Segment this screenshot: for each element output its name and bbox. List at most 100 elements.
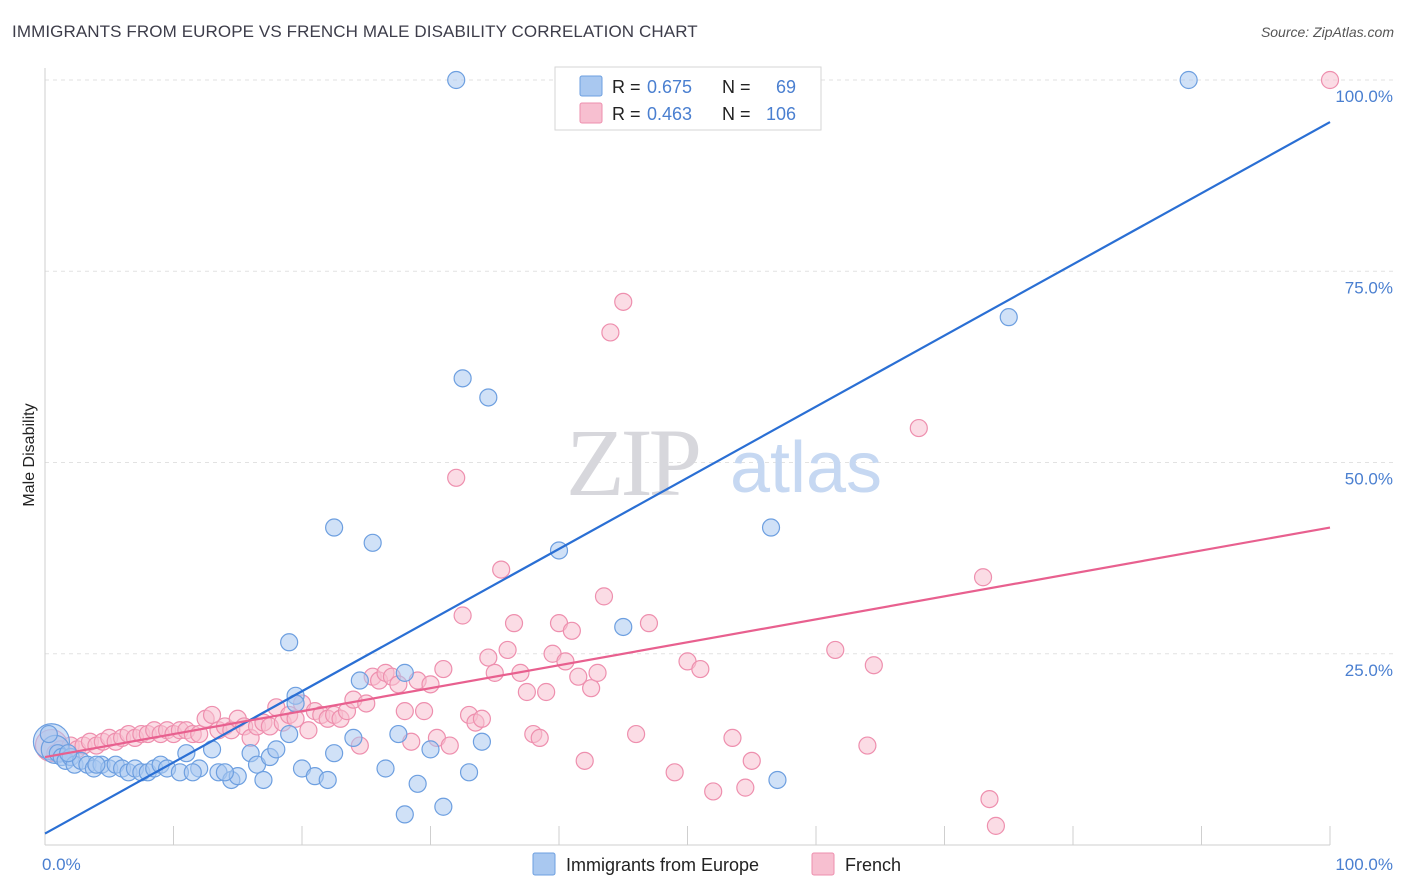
y-tick-label-3: 100.0%	[1335, 87, 1393, 106]
french-point	[614, 292, 633, 311]
europe-point	[459, 763, 479, 782]
trend-lines	[44, 121, 1331, 835]
french-point	[704, 782, 723, 801]
europe-point	[363, 533, 382, 552]
europe-point	[280, 633, 299, 652]
x-tick-labels: 0.0% 100.0%	[42, 855, 1393, 874]
europe-point	[267, 740, 286, 759]
french-point	[537, 682, 556, 702]
europe-trend-line	[44, 121, 1331, 835]
europe-point	[280, 724, 299, 744]
europe-point	[761, 518, 781, 537]
french-point	[594, 587, 614, 606]
french-point	[582, 679, 601, 698]
europe-point	[1179, 70, 1198, 90]
y-tick-labels: 25.0% 50.0% 75.0% 100.0%	[1335, 87, 1393, 680]
europe-point	[447, 70, 466, 90]
french-point	[395, 702, 414, 721]
x-tick-label-1: 100.0%	[1335, 855, 1393, 874]
french-point	[498, 640, 517, 660]
french-point	[864, 656, 883, 675]
french-point	[639, 614, 659, 633]
french-point	[299, 721, 318, 740]
series-immigrants-from-europe	[32, 70, 1198, 824]
french-point	[665, 763, 684, 782]
europe-point	[376, 759, 395, 778]
europe-point	[395, 805, 414, 824]
europe-point	[999, 308, 1018, 327]
watermark-atlas: atlas	[730, 428, 882, 508]
legend-swatch-europe	[579, 75, 603, 97]
europe-point	[215, 763, 234, 782]
french-point	[980, 789, 999, 809]
series-legend: Immigrants from Europe French	[532, 852, 901, 876]
french-point	[440, 736, 459, 755]
europe-point	[254, 770, 273, 790]
legend-n-value-europe: 69	[776, 77, 796, 97]
french-point	[909, 418, 928, 438]
europe-point	[39, 724, 58, 744]
y-tick-label-1: 50.0%	[1345, 470, 1393, 489]
legend-r-label-europe: R =	[612, 77, 641, 97]
legend-swatch-french	[579, 102, 603, 124]
french-point	[414, 702, 434, 721]
french-point	[492, 560, 511, 579]
y-tick-label-2: 75.0%	[1345, 278, 1393, 297]
french-point	[504, 614, 524, 633]
legend-r-value-french: 0.463	[647, 104, 692, 124]
y-tick-label-0: 25.0%	[1345, 661, 1393, 680]
french-point	[736, 778, 755, 797]
french-point	[447, 468, 466, 487]
french-point	[202, 705, 222, 725]
french-point	[723, 728, 742, 748]
french-point	[588, 663, 607, 682]
french-point	[742, 751, 761, 770]
europe-point	[408, 774, 427, 793]
europe-point	[389, 724, 408, 744]
europe-point	[350, 671, 369, 690]
bottom-legend-label-europe: Immigrants from Europe	[566, 855, 759, 875]
french-point	[517, 682, 536, 702]
french-point	[691, 659, 710, 679]
french-point	[569, 667, 588, 686]
bottom-legend-label-french: French	[845, 855, 901, 875]
french-trend-line	[44, 526, 1331, 759]
europe-point	[87, 755, 106, 774]
bottom-legend-swatch-europe	[532, 852, 556, 876]
french-point	[530, 728, 549, 748]
french-point	[986, 816, 1006, 835]
french-point	[626, 724, 646, 744]
french-point	[858, 736, 877, 755]
french-point	[453, 606, 472, 625]
europe-point	[472, 732, 491, 751]
correlation-legend: R = 0.675 N = 69 R = 0.463 N = 106	[554, 66, 822, 131]
europe-point	[453, 369, 472, 388]
europe-point	[479, 388, 498, 407]
watermark: ZIP atlas	[566, 409, 882, 516]
french-point	[575, 751, 594, 770]
french-point	[479, 648, 498, 667]
legend-n-value-french: 106	[766, 104, 796, 124]
french-point	[1320, 70, 1340, 90]
legend-n-label-french: N =	[722, 104, 751, 124]
europe-point	[395, 663, 414, 682]
europe-point	[325, 744, 344, 763]
french-point	[472, 709, 491, 728]
europe-point	[614, 617, 633, 637]
europe-point	[318, 770, 337, 790]
french-point	[826, 640, 845, 660]
europe-point	[434, 797, 453, 816]
french-point	[556, 652, 575, 671]
chart-title: IMMIGRANTS FROM EUROPE VS FRENCH MALE DI…	[12, 22, 698, 41]
y-axis-label: Male Disability	[21, 403, 38, 506]
bottom-legend-swatch-french	[811, 852, 835, 876]
legend-r-value-europe: 0.675	[647, 77, 692, 97]
europe-point	[325, 518, 344, 537]
french-point	[973, 568, 993, 587]
europe-point	[768, 770, 787, 790]
europe-point	[421, 740, 440, 759]
europe-point	[183, 763, 202, 782]
x-tick-label-0: 0.0%	[42, 855, 81, 874]
watermark-zip: ZIP	[566, 409, 699, 516]
